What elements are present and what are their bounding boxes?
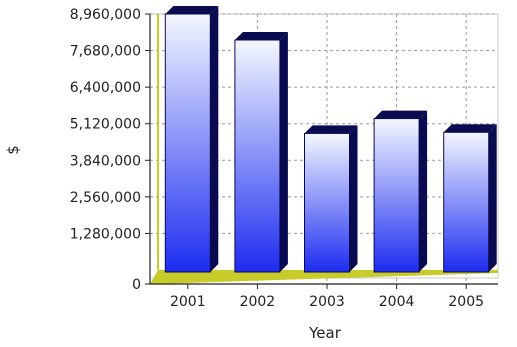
y-tick-label: 7,680,000 [70, 44, 141, 60]
bar [373, 110, 428, 273]
y-tick-label: 1,280,000 [70, 226, 141, 242]
bar [164, 6, 219, 273]
bar-side [210, 6, 219, 272]
bar-front [234, 39, 281, 273]
bar-front [304, 132, 350, 273]
y-axis-label: $ [4, 145, 22, 155]
bar-side [279, 32, 288, 272]
bar-front [443, 131, 490, 273]
y-tick-label: 2,560,000 [70, 190, 141, 206]
y-tick-label: 3,840,000 [70, 153, 141, 169]
x-tick-label: 2001 [170, 294, 206, 310]
bar-front [373, 118, 420, 273]
x-tick-label: 2002 [240, 294, 276, 310]
y-tick-label: 8,960,000 [70, 7, 141, 23]
bar [443, 124, 497, 273]
y-ticks: 0 1,280,000 2,560,000 3,840,000 5,120,000 6,4… [70, 7, 150, 293]
y-tick-label: 5,120,000 [70, 117, 141, 133]
bar [234, 32, 288, 273]
bar-side [349, 125, 358, 272]
bars [164, 6, 497, 273]
y-tick-label: 0 [132, 277, 141, 293]
bar-side [488, 124, 497, 273]
bar-front [164, 13, 211, 273]
bar-top [234, 32, 288, 40]
floor-surface [150, 270, 498, 284]
x-tick-label: 2005 [448, 294, 484, 310]
x-ticks: 2001 2002 2003 2004 2005 [170, 284, 484, 310]
y-tick-label: 6,400,000 [70, 80, 141, 96]
bar-side [419, 110, 428, 272]
chart-floor [150, 14, 498, 284]
x-tick-label: 2004 [379, 294, 415, 310]
bar-top [304, 125, 358, 134]
x-axis-label: Year [308, 324, 342, 342]
x-tick-label: 2003 [309, 294, 345, 310]
bar-top [165, 6, 219, 14]
bar-top [443, 124, 497, 133]
bar [304, 125, 358, 273]
bar-top [374, 110, 428, 119]
